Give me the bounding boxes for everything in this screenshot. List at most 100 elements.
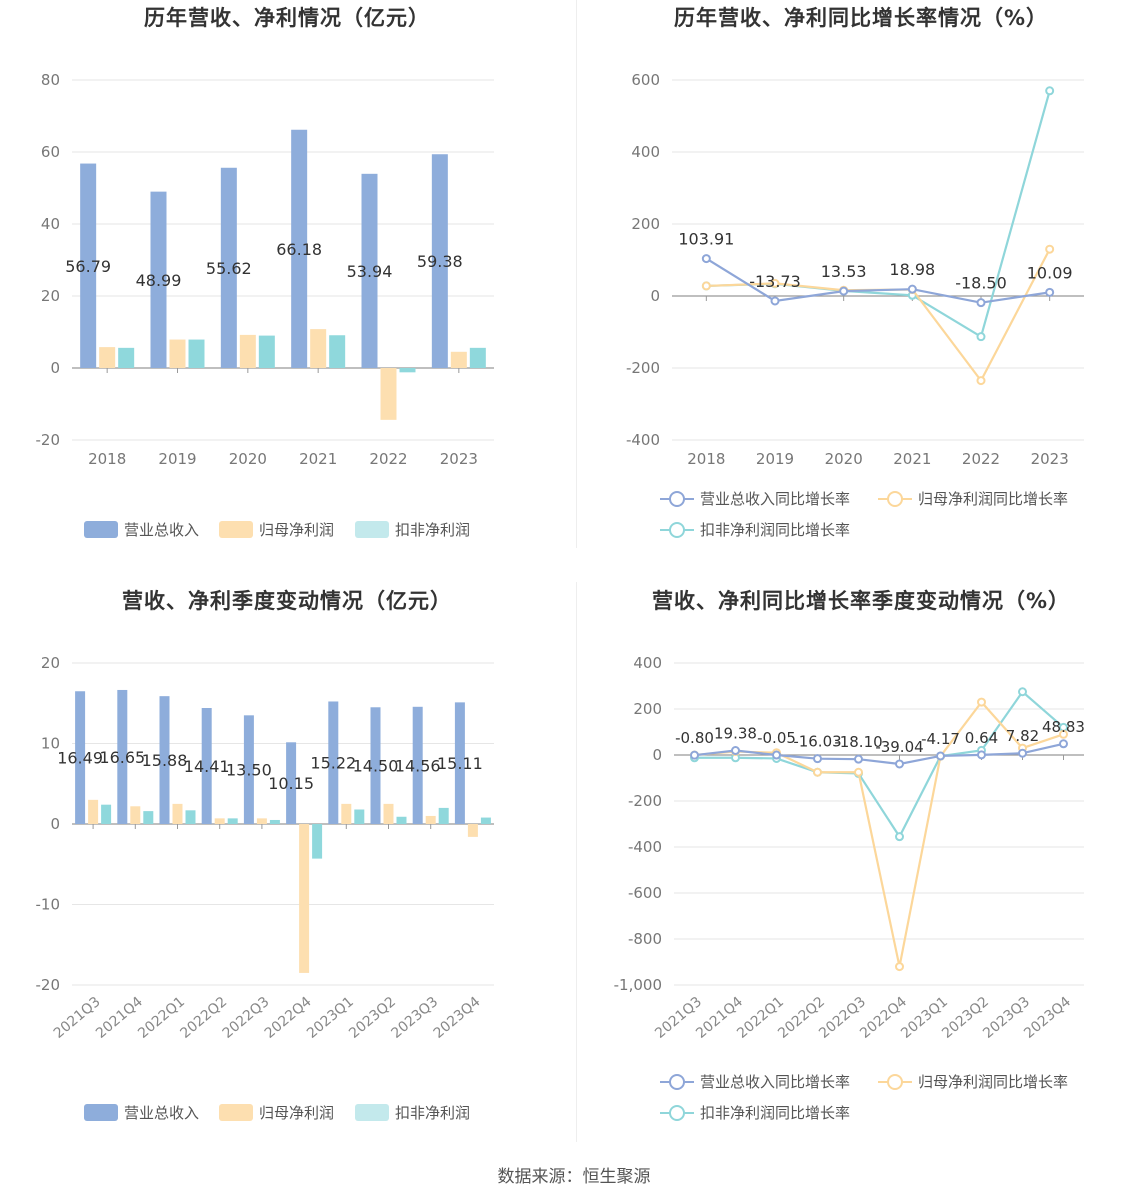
legend-swatch [355,1104,389,1121]
bar [467,824,478,837]
y-tick-label: 0 [50,815,60,833]
legend-item-deducted-profit[interactable]: 扣非净利润 [355,1102,470,1123]
line-data-label: -18.50 [955,274,1007,293]
legend-label: 扣非净利润同比增长率 [700,1104,851,1122]
y-tick-label: -800 [628,930,662,948]
bar [412,706,423,824]
y-tick-label: 400 [633,654,662,672]
x-tick-label: 2023Q2 [346,994,399,1042]
data-point [701,254,711,264]
bar-data-label: 48.99 [136,271,182,290]
bar [169,339,186,368]
annual-revenue-profit-chart: 80 60 40 20 0 -20 2018 2019 2020 2021 2022 2023 56.7… [36,71,494,468]
data-point [895,759,904,769]
y-tick-label: 40 [41,215,60,233]
chart-title: 历年营收、净利情况（亿元） [144,6,430,30]
bar [159,696,170,824]
data-point [1045,287,1055,297]
legend-item-revenue[interactable]: 营业总收入 [84,519,199,540]
bar [117,689,128,824]
legend-item-deducted-profit-growth[interactable]: 扣非净利润同比增长率 [660,519,850,540]
legend-label: 归母净利润 [259,1104,335,1122]
legend-swatch [660,1103,694,1123]
legend-swatch [660,520,694,540]
legend-swatch [660,1072,694,1092]
legend-label: 营业总收入同比增长率 [700,490,851,508]
legend-item-net-profit-growth[interactable]: 归母净利润同比增长率 [878,488,1068,509]
legend-label: 归母净利润 [259,521,335,539]
data-point [701,281,711,291]
y-tick-label: -400 [628,838,662,856]
y-tick-label: 20 [41,654,60,672]
line-data-label: -4.17 [921,730,960,748]
legend-item-revenue-growth[interactable]: 营业总收入同比增长率 [660,488,850,509]
bar [150,191,167,368]
x-tick-label: 2021 [299,450,337,468]
bar-data-label: 10.15 [268,774,314,793]
bar [370,707,381,824]
bar [399,368,416,373]
bar-data-label: 15.22 [310,754,356,773]
bar [469,347,486,368]
bar [188,339,205,368]
legend-item-revenue-growth[interactable]: 营业总收入同比增长率 [660,1071,850,1092]
legend-swatch [878,489,912,509]
bar [312,824,323,859]
data-point [772,750,781,760]
series-line [705,257,1050,304]
data-point [976,332,986,342]
bar [310,329,327,368]
bar-data-label: 66.18 [276,240,322,259]
x-tick-label: 2020 [825,450,863,468]
x-tick-label: 2023 [440,450,478,468]
bar [214,818,225,824]
legend-label: 营业总收入 [124,1104,200,1122]
legend-item-net-profit[interactable]: 归母净利润 [219,1102,334,1123]
bar [256,818,267,824]
legend-swatch [219,1104,253,1121]
bar-data-label: 16.65 [99,748,145,767]
data-point [976,298,986,308]
line-data-label: 103.91 [678,230,734,249]
legend-swatch [84,1104,118,1121]
panel-divider-top [576,0,577,548]
line-data-label: -18.10 [834,733,882,751]
legend-item-deducted-profit[interactable]: 扣非净利润 [355,519,470,540]
bar [80,163,97,368]
x-tick-label: 2023Q4 [1021,994,1074,1042]
data-point [813,767,822,777]
bar [328,701,339,824]
annual-revenue-profit-panel: 历年营收、净利情况（亿元） 80 60 40 20 0 -20 2018 2019 2020 20… [0,0,574,585]
legend-label: 扣非净利润 [395,521,471,539]
data-point [976,376,986,386]
x-tick-label: 2022 [962,450,1000,468]
bar-data-label: 14.56 [395,756,441,775]
bar-data-label: 59.38 [417,252,463,271]
line-data-label: 13.53 [821,262,867,281]
y-tick-label: -200 [626,359,660,377]
data-point [977,750,986,760]
x-tick-label: 2022Q1 [135,994,188,1042]
legend-label: 归母净利润同比增长率 [918,490,1069,508]
legend-item-net-profit-growth[interactable]: 归母净利润同比增长率 [878,1071,1068,1092]
x-tick-label: 2022Q2 [177,994,230,1042]
data-point [770,278,780,288]
bar [383,803,394,824]
bar [286,742,297,824]
bar [361,173,378,368]
y-tick-label: -400 [626,431,660,449]
legend-item-deducted-profit-growth[interactable]: 扣非净利润同比增长率 [660,1102,850,1123]
legend-item-net-profit[interactable]: 归母净利润 [219,519,334,540]
line-data-label: -0.80 [675,729,714,747]
quarterly-growth-panel: 营收、净利同比增长率季度变动情况（%） 400 200 0 -200 -400 -600 -… [574,583,1148,1168]
line-data-label: 0.64 [965,729,998,747]
bar [258,335,275,368]
y-tick-label: 200 [633,700,662,718]
data-point [1059,729,1068,739]
legend-item-revenue[interactable]: 营业总收入 [84,1102,199,1123]
bar [354,809,365,824]
data-point [1018,687,1027,697]
series-line [694,742,1064,766]
legend-label: 归母净利润同比增长率 [918,1073,1069,1091]
bar-data-label: 56.79 [65,257,111,276]
